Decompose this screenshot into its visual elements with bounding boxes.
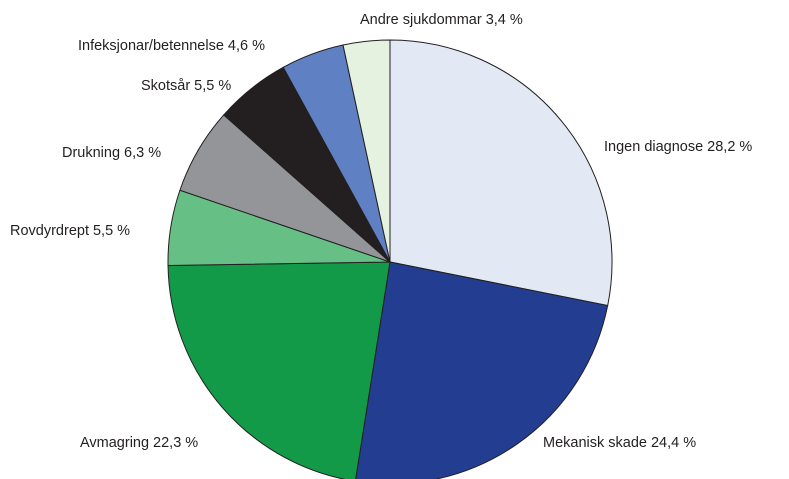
value-label: 3,4 %	[486, 12, 523, 28]
category-name: Avmagring	[80, 435, 149, 451]
slice-label: Ingen diagnose 28,2 %	[604, 139, 752, 155]
slice-label: Infeksjonar/betennelse 4,6 %	[78, 38, 265, 54]
category-name: Mekanisk skade	[543, 435, 647, 451]
category-name: Andre sjukdommar	[360, 12, 482, 28]
category-name: Rovdyrdrept	[10, 223, 89, 239]
value-label: 4,6 %	[228, 38, 265, 54]
slice-label: Drukning 6,3 %	[62, 145, 161, 161]
slice-label: Andre sjukdommar 3,4 %	[360, 12, 523, 28]
category-name: Ingen diagnose	[604, 139, 703, 155]
value-label: 5,5 %	[194, 78, 231, 94]
category-name: Skotsår	[141, 78, 190, 94]
pie-slice	[167, 261, 391, 479]
slice-label: Rovdyrdrept 5,5 %	[10, 223, 130, 239]
category-name: Drukning	[62, 145, 120, 161]
slice-label: Mekanisk skade 24,4 %	[543, 435, 696, 451]
value-label: 6,3 %	[124, 145, 161, 161]
value-label: 24,4 %	[651, 435, 696, 451]
category-name: Infeksjonar/betennelse	[78, 38, 224, 54]
value-label: 28,2 %	[707, 139, 752, 155]
pie-slice	[355, 261, 609, 479]
value-label: 5,5 %	[93, 223, 130, 239]
pie-slice	[342, 39, 391, 263]
value-label: 22,3 %	[153, 435, 198, 451]
slice-label: Avmagring 22,3 %	[80, 435, 198, 451]
slice-label: Skotsår 5,5 %	[141, 78, 231, 94]
pie-slice	[389, 39, 613, 307]
